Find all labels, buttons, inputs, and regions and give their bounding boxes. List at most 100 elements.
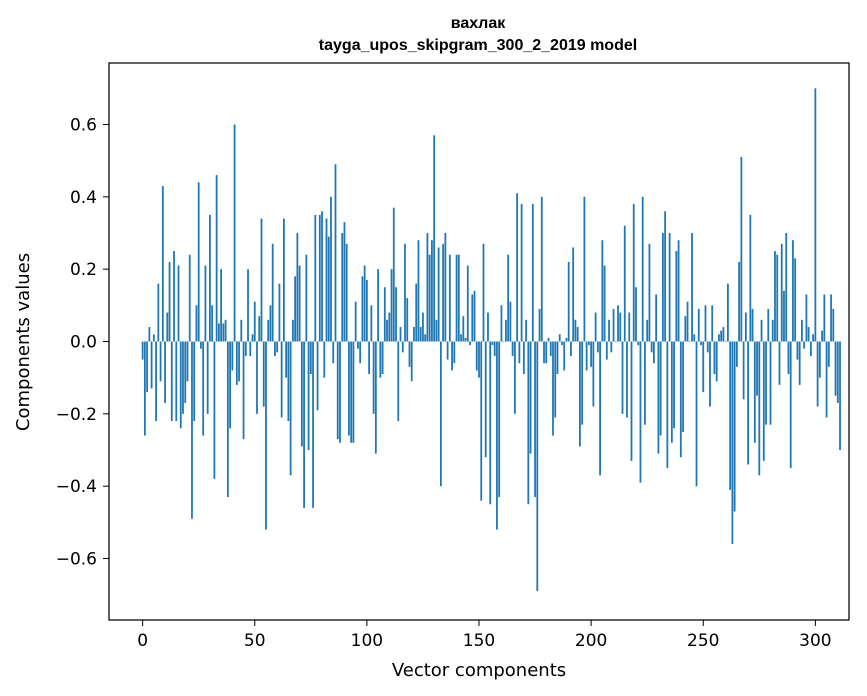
bar bbox=[765, 341, 767, 425]
bar bbox=[821, 330, 823, 342]
bar bbox=[231, 341, 234, 371]
bar bbox=[805, 294, 808, 342]
bar bbox=[365, 280, 368, 342]
bar bbox=[348, 341, 350, 436]
bar bbox=[496, 341, 498, 530]
bar bbox=[155, 341, 157, 422]
bar bbox=[397, 341, 400, 422]
bar bbox=[599, 341, 601, 476]
bar bbox=[771, 319, 774, 342]
bar bbox=[242, 341, 245, 440]
bar bbox=[749, 214, 752, 342]
plot-frame bbox=[108, 62, 850, 621]
bar bbox=[343, 222, 346, 342]
bar bbox=[455, 254, 458, 342]
bar bbox=[581, 341, 584, 425]
bar bbox=[549, 341, 552, 356]
bar bbox=[327, 236, 330, 342]
bar bbox=[312, 341, 314, 508]
bar bbox=[587, 341, 590, 346]
bar bbox=[787, 341, 790, 375]
bar bbox=[650, 341, 653, 353]
bar bbox=[758, 341, 761, 476]
bar bbox=[563, 341, 566, 371]
bar bbox=[554, 341, 557, 418]
bar bbox=[325, 218, 328, 342]
bar bbox=[718, 334, 720, 342]
bar bbox=[345, 243, 348, 342]
bar bbox=[428, 254, 431, 342]
bar bbox=[596, 341, 599, 353]
bar bbox=[715, 341, 718, 382]
bar bbox=[209, 214, 211, 342]
bar bbox=[159, 341, 162, 382]
bar bbox=[803, 341, 806, 349]
bar bbox=[444, 232, 447, 342]
bar bbox=[740, 157, 743, 342]
bar bbox=[688, 341, 691, 343]
bar bbox=[372, 341, 375, 414]
bar bbox=[363, 265, 366, 342]
bar bbox=[240, 319, 243, 342]
bar bbox=[731, 341, 734, 545]
bar bbox=[610, 341, 613, 353]
bar bbox=[695, 341, 698, 487]
bar bbox=[684, 316, 687, 342]
bar bbox=[657, 341, 660, 454]
bar bbox=[141, 341, 144, 360]
bar bbox=[256, 341, 258, 414]
bar bbox=[287, 341, 290, 422]
y-tick-label: −0.6 bbox=[56, 550, 97, 570]
bar bbox=[522, 341, 525, 375]
bar bbox=[767, 308, 770, 342]
bar bbox=[673, 341, 675, 429]
y-tick-label: 0.4 bbox=[70, 188, 97, 208]
bar bbox=[686, 301, 689, 342]
x-tick-label: 50 bbox=[244, 631, 266, 651]
bar bbox=[352, 341, 355, 443]
bar bbox=[437, 247, 440, 342]
bar bbox=[635, 287, 637, 342]
bar bbox=[442, 243, 445, 342]
bar bbox=[525, 319, 527, 342]
bar bbox=[792, 240, 794, 342]
bar bbox=[247, 269, 249, 342]
bar bbox=[215, 175, 218, 342]
bar bbox=[271, 243, 274, 342]
bar bbox=[152, 334, 155, 342]
y-tick-label: −0.4 bbox=[56, 477, 97, 497]
bar bbox=[614, 341, 617, 343]
bar bbox=[565, 337, 568, 342]
bar bbox=[711, 305, 714, 342]
bar bbox=[177, 265, 180, 342]
bar bbox=[298, 265, 301, 342]
bar bbox=[379, 341, 382, 378]
bar bbox=[751, 308, 754, 342]
bar bbox=[630, 341, 633, 461]
bar bbox=[623, 225, 626, 342]
bar bbox=[816, 341, 819, 407]
bar bbox=[536, 341, 539, 592]
bar bbox=[735, 341, 738, 367]
bar bbox=[756, 341, 758, 396]
bar bbox=[785, 232, 788, 342]
bar bbox=[260, 218, 263, 342]
bars-layer bbox=[141, 88, 841, 592]
bar bbox=[709, 341, 711, 407]
bar bbox=[531, 204, 534, 342]
bar bbox=[422, 312, 424, 342]
bar bbox=[579, 341, 581, 447]
y-tick-label: −0.2 bbox=[56, 405, 97, 425]
bar bbox=[727, 283, 729, 342]
bar bbox=[336, 341, 339, 440]
bar bbox=[161, 185, 164, 342]
bar bbox=[300, 341, 303, 447]
bar bbox=[368, 341, 371, 375]
bar bbox=[226, 341, 229, 498]
bar bbox=[332, 341, 335, 364]
bar bbox=[175, 341, 178, 422]
bar bbox=[197, 182, 200, 342]
bar bbox=[585, 341, 588, 371]
bar bbox=[798, 341, 801, 385]
